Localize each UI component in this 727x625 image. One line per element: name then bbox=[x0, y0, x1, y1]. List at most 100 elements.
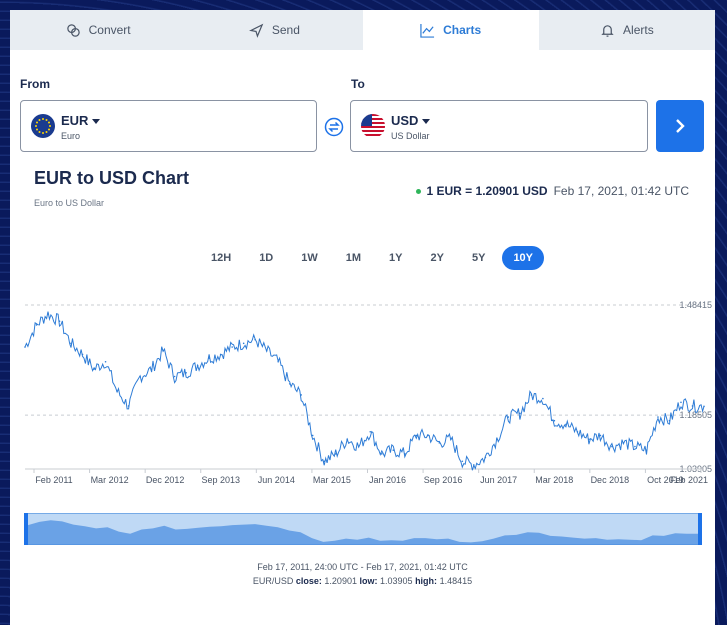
x-tick-label: Dec 2012 bbox=[146, 475, 185, 485]
data-point bbox=[47, 313, 49, 315]
footer-high: 1.48415 bbox=[439, 576, 473, 586]
navigator-area bbox=[28, 520, 698, 545]
x-tick-label: Oct 2019 bbox=[647, 475, 684, 485]
data-point bbox=[24, 346, 26, 348]
data-point bbox=[116, 390, 118, 393]
us-flag-icon bbox=[361, 114, 385, 138]
tab-alerts[interactable]: Alerts bbox=[539, 10, 715, 50]
data-point bbox=[415, 434, 418, 437]
x-tick-label: Feb 2011 bbox=[35, 475, 72, 485]
range-2y[interactable]: 2Y bbox=[430, 252, 444, 264]
from-currency-select[interactable]: EUR Euro bbox=[20, 100, 317, 152]
range-10y[interactable]: 10Y bbox=[502, 246, 545, 270]
data-point bbox=[473, 464, 475, 466]
range-1w[interactable]: 1W bbox=[301, 252, 318, 264]
swap-currencies-button[interactable] bbox=[324, 117, 344, 137]
data-point bbox=[311, 434, 314, 437]
range-1m[interactable]: 1M bbox=[345, 252, 362, 264]
x-tick-label: Feb 2021 bbox=[670, 475, 708, 485]
data-point bbox=[185, 372, 187, 374]
data-point bbox=[392, 449, 395, 452]
data-point bbox=[691, 405, 694, 407]
data-point bbox=[231, 346, 233, 348]
data-point bbox=[346, 438, 349, 440]
x-tick-label: Dec 2018 bbox=[591, 475, 630, 485]
range-1y[interactable]: 1Y bbox=[389, 252, 403, 264]
data-point bbox=[300, 394, 303, 396]
data-point bbox=[369, 430, 372, 433]
swap-icon bbox=[324, 117, 344, 137]
data-point bbox=[104, 360, 107, 363]
data-point bbox=[81, 353, 84, 356]
data-point bbox=[208, 357, 210, 359]
bell-icon bbox=[601, 24, 614, 37]
footer-close-label: close: bbox=[295, 576, 322, 586]
data-point bbox=[565, 423, 567, 426]
navigator-right-handle[interactable] bbox=[698, 513, 702, 545]
to-currency-select[interactable]: USD US Dollar bbox=[350, 100, 648, 152]
data-point bbox=[622, 442, 625, 444]
navigator-left-handle[interactable] bbox=[24, 513, 28, 545]
data-point bbox=[668, 419, 671, 422]
y-tick-label: 1.18505 bbox=[679, 410, 712, 420]
data-point bbox=[58, 320, 61, 323]
data-point bbox=[450, 438, 452, 440]
x-tick-label: Jun 2017 bbox=[480, 475, 517, 485]
data-point bbox=[162, 349, 164, 352]
data-point bbox=[461, 460, 464, 463]
data-point bbox=[334, 453, 337, 455]
to-currency-name: US Dollar bbox=[391, 131, 430, 141]
data-point bbox=[150, 368, 153, 370]
tab-bar: Convert Send Charts Alerts bbox=[10, 10, 715, 50]
range-12h[interactable]: 12H bbox=[211, 252, 232, 264]
x-tick-label: Sep 2016 bbox=[424, 475, 463, 485]
data-point bbox=[703, 405, 705, 408]
caret-down-icon bbox=[92, 119, 101, 125]
tab-send[interactable]: Send bbox=[186, 10, 362, 50]
rate-series-line bbox=[24, 311, 705, 471]
data-point bbox=[634, 445, 636, 448]
data-point bbox=[496, 438, 498, 440]
tab-alerts-label: Alerts bbox=[623, 23, 654, 37]
convert-go-button[interactable] bbox=[656, 100, 704, 152]
data-point bbox=[438, 442, 441, 444]
range-selector: 12H 1D 1W 1M 1Y 2Y 5Y 10Y bbox=[200, 246, 550, 270]
range-5y[interactable]: 5Y bbox=[471, 252, 486, 264]
range-1d[interactable]: 1D bbox=[259, 252, 274, 264]
data-point bbox=[657, 416, 659, 418]
tab-charts[interactable]: Charts bbox=[362, 10, 539, 50]
data-point bbox=[680, 401, 682, 404]
data-point bbox=[357, 445, 360, 448]
data-point bbox=[507, 416, 510, 418]
data-point bbox=[35, 324, 38, 326]
converter-panel: Convert Send Charts Alerts From To EUR E… bbox=[10, 10, 715, 625]
tab-convert[interactable]: Convert bbox=[10, 10, 186, 50]
data-point bbox=[254, 338, 256, 341]
footer-range: Feb 17, 2011, 24:00 UTC - Feb 17, 2021, … bbox=[257, 562, 468, 572]
data-point bbox=[196, 364, 199, 367]
data-point bbox=[219, 353, 222, 356]
data-point bbox=[127, 405, 130, 407]
y-tick-label: 1.48415 bbox=[679, 300, 712, 310]
x-tick-label: Mar 2012 bbox=[91, 475, 129, 485]
data-point bbox=[484, 456, 487, 459]
range-navigator[interactable] bbox=[24, 513, 702, 545]
data-point bbox=[530, 394, 533, 396]
x-tick-label: Mar 2015 bbox=[313, 475, 351, 485]
footer-high-label: high: bbox=[415, 576, 438, 586]
data-point bbox=[645, 449, 648, 452]
footer-pair: EUR/USD bbox=[252, 576, 294, 586]
x-tick-label: Jan 2016 bbox=[369, 475, 406, 485]
data-point bbox=[93, 368, 95, 370]
chart-subtitle: Euro to US Dollar bbox=[34, 198, 105, 208]
to-currency-code: USD bbox=[391, 113, 431, 128]
from-currency-name: Euro bbox=[61, 131, 81, 141]
data-point bbox=[242, 342, 245, 345]
x-tick-label: Mar 2018 bbox=[535, 475, 573, 485]
data-point bbox=[288, 383, 291, 385]
data-point bbox=[70, 342, 72, 345]
eu-flag-icon bbox=[31, 114, 55, 138]
from-label: From bbox=[20, 77, 50, 91]
data-point bbox=[277, 360, 279, 363]
